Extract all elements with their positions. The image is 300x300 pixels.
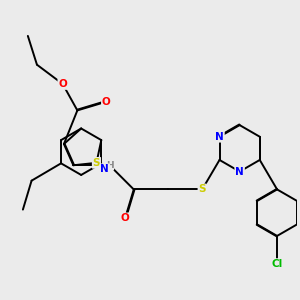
Text: N: N: [235, 167, 244, 177]
Text: N: N: [100, 164, 109, 174]
Text: H: H: [106, 161, 113, 170]
Text: O: O: [121, 213, 130, 223]
Text: Cl: Cl: [272, 259, 283, 269]
Text: S: S: [93, 158, 100, 168]
Text: N: N: [215, 132, 224, 142]
Text: O: O: [58, 79, 67, 89]
Text: O: O: [102, 97, 111, 107]
Text: S: S: [198, 184, 206, 194]
